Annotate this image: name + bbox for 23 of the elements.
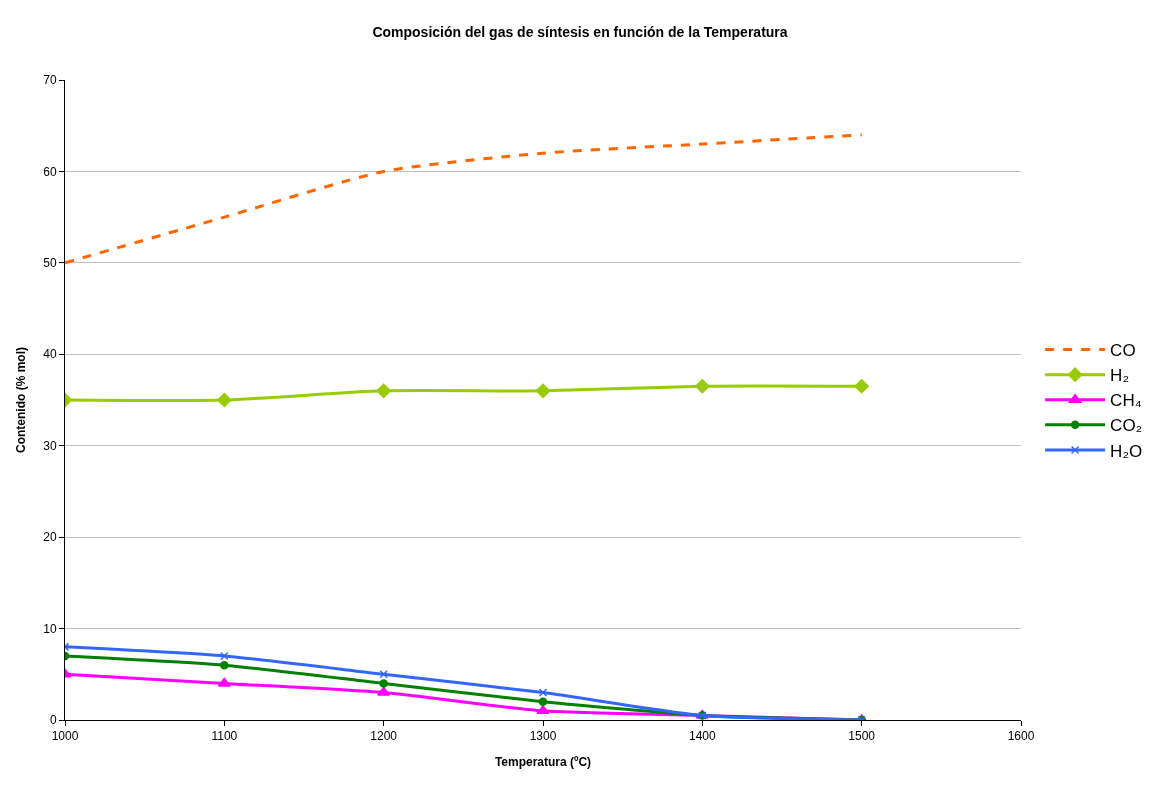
y-tick-label: 10	[43, 621, 57, 636]
y-tick-label: 20	[43, 530, 57, 545]
legend-label: CO	[1110, 341, 1136, 361]
legend-label: H₂O	[1110, 441, 1143, 461]
legend-label: CH₄	[1110, 391, 1142, 411]
y-tick-label: 70	[43, 73, 57, 88]
legend-label: H₂	[1110, 366, 1130, 386]
x-tick-label: 1300	[529, 729, 557, 744]
x-tick-label: 1500	[848, 729, 876, 744]
y-tick-label: 0	[49, 713, 57, 728]
y-tick-label: 60	[43, 164, 57, 179]
x-tick-label: 1400	[688, 729, 716, 744]
y-tick-label: 40	[43, 347, 57, 362]
chart-title: Composición del gas de síntesis en función de la Temperatura	[372, 24, 788, 41]
y-tick-label: 50	[43, 256, 57, 271]
x-tick-label: 1600	[1007, 729, 1035, 744]
y-axis-title: Contenido (% mol)	[13, 347, 28, 453]
x-tick-label: 1000	[51, 729, 79, 744]
legend-label: CO₂	[1110, 416, 1143, 436]
x-axis-title: Temperatura (ºC)	[494, 755, 592, 770]
y-tick-label: 30	[43, 438, 57, 453]
x-tick-label: 1200	[370, 729, 398, 744]
x-tick-label: 1100	[211, 729, 238, 744]
